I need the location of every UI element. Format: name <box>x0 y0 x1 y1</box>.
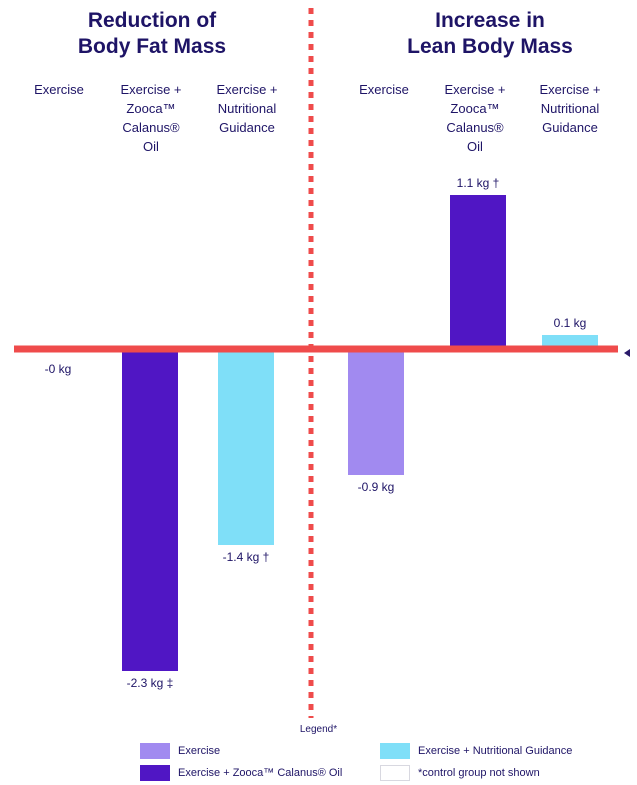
category-line: Exercise + <box>120 82 182 97</box>
legend-label: Exercise + Nutritional Guidance <box>418 745 573 757</box>
legend-swatch <box>140 765 170 781</box>
legend-label: *control group not shown <box>418 767 540 779</box>
bar <box>348 349 404 475</box>
data-label: -1.4 kg † <box>223 550 270 564</box>
category-line: Nutritional <box>217 101 277 116</box>
category-label-zooca: Exercise + Zooca™ Calanus® Oil <box>427 80 523 156</box>
data-label: -0 kg <box>45 362 72 376</box>
bar-chart: -0 kg -2.3 kg ‡ -1.4 kg † -0.9 kg 1.1 kg † 0.… <box>14 8 618 718</box>
category-line: Calanus® <box>446 120 504 135</box>
legend-item-control-note: *control group not shown <box>380 764 540 782</box>
category-line: Exercise <box>34 82 84 97</box>
category-line: Guidance <box>219 120 275 135</box>
bar <box>218 349 274 545</box>
legend-swatch <box>380 765 410 781</box>
chart-title-lean-mass: Increase in Lean Body Mass <box>340 8 637 60</box>
data-label: -0.9 kg <box>358 480 395 494</box>
baseline-arrow-icon <box>624 349 630 357</box>
category-line: Exercise + <box>216 82 278 97</box>
legend-item-nutrition: Exercise + Nutritional Guidance <box>380 742 572 760</box>
category-label-nutrition: Exercise + Nutritional Guidance <box>522 80 618 137</box>
legend-label: Exercise <box>178 745 221 757</box>
category-line: Zooca™ <box>126 101 176 116</box>
data-label: 0.1 kg <box>554 316 587 330</box>
category-line: Calanus® <box>122 120 180 135</box>
category-label-zooca: Exercise + Zooca™ Calanus® Oil <box>103 80 199 156</box>
data-label: 1.1 kg † <box>457 176 500 190</box>
category-line: Exercise <box>359 82 409 97</box>
category-label-exercise: Exercise <box>11 80 107 99</box>
category-label-exercise: Exercise <box>336 80 432 99</box>
category-line: Exercise + <box>444 82 506 97</box>
legend-swatch <box>380 743 410 759</box>
title-line: Reduction of <box>87 9 217 32</box>
category-label-nutrition: Exercise + Nutritional Guidance <box>199 80 295 137</box>
title-line: Increase in <box>435 9 545 32</box>
legend-item-zooca: Exercise + Zooca™ Calanus® Oil <box>140 764 342 782</box>
chart-title-fat-mass: Reduction of Body Fat Mass <box>2 8 302 60</box>
bar <box>122 349 178 671</box>
legend-title: Legend* <box>299 724 338 735</box>
title-line: Body Fat Mass <box>77 35 227 58</box>
legend-item-exercise: Exercise <box>140 742 220 760</box>
category-line: Oil <box>467 139 483 154</box>
category-line: Guidance <box>542 120 598 135</box>
data-label: -2.3 kg ‡ <box>127 676 174 690</box>
bar <box>450 195 506 349</box>
category-line: Exercise + <box>539 82 601 97</box>
title-line: Lean Body Mass <box>407 35 573 58</box>
category-line: Oil <box>143 139 159 154</box>
legend-label: Exercise + Zooca™ Calanus® Oil <box>178 767 343 779</box>
category-line: Nutritional <box>540 101 600 116</box>
legend-swatch <box>140 743 170 759</box>
category-line: Zooca™ <box>450 101 500 116</box>
